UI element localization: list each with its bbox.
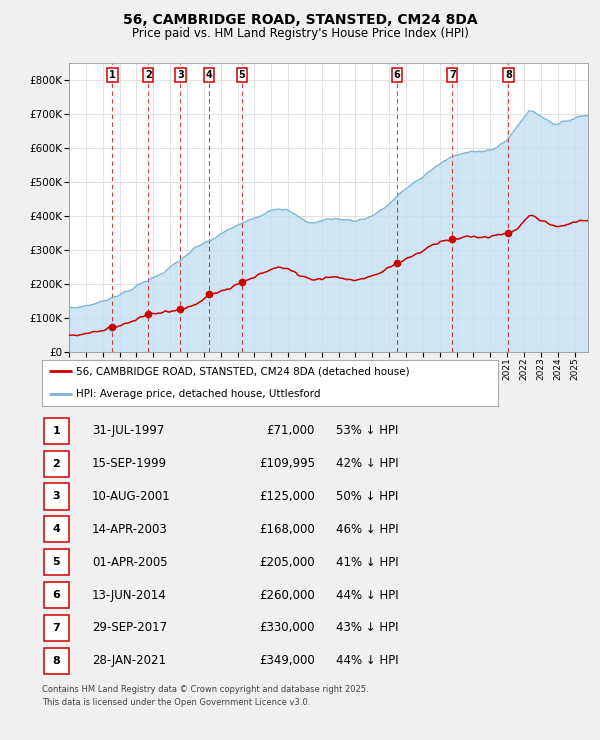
Text: 5: 5 <box>238 70 245 80</box>
Text: £330,000: £330,000 <box>260 622 315 634</box>
Text: 41% ↓ HPI: 41% ↓ HPI <box>336 556 398 568</box>
Text: £260,000: £260,000 <box>259 588 315 602</box>
Text: Price paid vs. HM Land Registry's House Price Index (HPI): Price paid vs. HM Land Registry's House … <box>131 27 469 40</box>
Text: £109,995: £109,995 <box>259 457 315 470</box>
FancyBboxPatch shape <box>44 582 69 608</box>
Text: 43% ↓ HPI: 43% ↓ HPI <box>336 622 398 634</box>
Text: £168,000: £168,000 <box>259 523 315 536</box>
Text: 44% ↓ HPI: 44% ↓ HPI <box>336 654 398 667</box>
Text: Contains HM Land Registry data © Crown copyright and database right 2025.: Contains HM Land Registry data © Crown c… <box>42 684 368 693</box>
Text: 42% ↓ HPI: 42% ↓ HPI <box>336 457 398 470</box>
Text: 4: 4 <box>205 70 212 80</box>
Text: 4: 4 <box>52 525 60 534</box>
Text: £205,000: £205,000 <box>259 556 315 568</box>
Text: 31-JUL-1997: 31-JUL-1997 <box>92 424 164 437</box>
Text: 1: 1 <box>109 70 116 80</box>
Text: 7: 7 <box>449 70 456 80</box>
Text: 10-AUG-2001: 10-AUG-2001 <box>92 490 170 503</box>
Text: 01-APR-2005: 01-APR-2005 <box>92 556 167 568</box>
Text: 15-SEP-1999: 15-SEP-1999 <box>92 457 167 470</box>
Text: 1: 1 <box>52 425 60 436</box>
FancyBboxPatch shape <box>44 417 69 444</box>
Text: 14-APR-2003: 14-APR-2003 <box>92 523 167 536</box>
Text: 2: 2 <box>52 459 60 468</box>
Text: 3: 3 <box>52 491 60 502</box>
Text: 8: 8 <box>505 70 512 80</box>
FancyBboxPatch shape <box>44 517 69 542</box>
Text: 8: 8 <box>52 656 60 666</box>
Text: £71,000: £71,000 <box>266 424 315 437</box>
Text: 5: 5 <box>52 557 60 567</box>
Text: 2: 2 <box>145 70 152 80</box>
Text: 6: 6 <box>52 590 60 600</box>
Text: This data is licensed under the Open Government Licence v3.0.: This data is licensed under the Open Gov… <box>42 698 310 707</box>
Text: £349,000: £349,000 <box>259 654 315 667</box>
Text: 53% ↓ HPI: 53% ↓ HPI <box>336 424 398 437</box>
Text: HPI: Average price, detached house, Uttlesford: HPI: Average price, detached house, Uttl… <box>76 389 321 399</box>
Text: 44% ↓ HPI: 44% ↓ HPI <box>336 588 398 602</box>
Text: 28-JAN-2021: 28-JAN-2021 <box>92 654 166 667</box>
Text: 13-JUN-2014: 13-JUN-2014 <box>92 588 167 602</box>
Text: 50% ↓ HPI: 50% ↓ HPI <box>336 490 398 503</box>
FancyBboxPatch shape <box>44 648 69 674</box>
FancyBboxPatch shape <box>44 451 69 477</box>
Text: £125,000: £125,000 <box>259 490 315 503</box>
Text: 3: 3 <box>177 70 184 80</box>
Text: 29-SEP-2017: 29-SEP-2017 <box>92 622 167 634</box>
Text: 6: 6 <box>394 70 400 80</box>
Text: 46% ↓ HPI: 46% ↓ HPI <box>336 523 398 536</box>
Text: 56, CAMBRIDGE ROAD, STANSTED, CM24 8DA: 56, CAMBRIDGE ROAD, STANSTED, CM24 8DA <box>122 13 478 27</box>
FancyBboxPatch shape <box>44 549 69 575</box>
FancyBboxPatch shape <box>44 483 69 510</box>
FancyBboxPatch shape <box>44 615 69 641</box>
Text: 7: 7 <box>52 623 60 633</box>
Text: 56, CAMBRIDGE ROAD, STANSTED, CM24 8DA (detached house): 56, CAMBRIDGE ROAD, STANSTED, CM24 8DA (… <box>76 366 410 376</box>
